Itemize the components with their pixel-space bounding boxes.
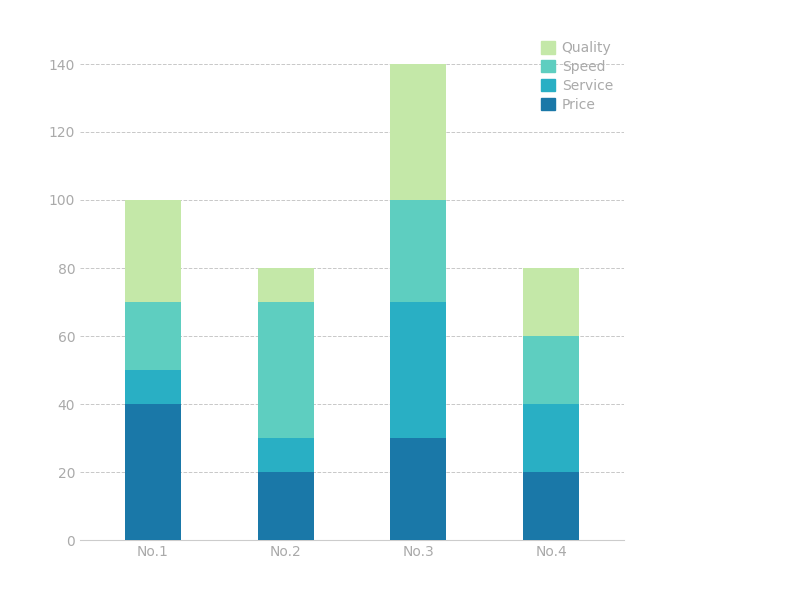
Bar xyxy=(390,64,446,200)
Bar xyxy=(523,472,579,540)
Bar xyxy=(390,302,446,438)
Bar xyxy=(125,404,181,540)
Bar xyxy=(390,200,446,302)
Bar xyxy=(523,268,579,336)
Bar xyxy=(258,302,314,438)
Bar xyxy=(125,200,181,302)
Legend: Quality, Speed, Service, Price: Quality, Speed, Service, Price xyxy=(537,37,617,116)
Bar xyxy=(258,268,314,302)
Bar xyxy=(390,438,446,540)
Bar xyxy=(125,302,181,370)
Bar xyxy=(258,438,314,472)
Bar xyxy=(523,336,579,404)
Bar xyxy=(523,404,579,472)
Bar xyxy=(258,472,314,540)
Bar xyxy=(125,370,181,404)
